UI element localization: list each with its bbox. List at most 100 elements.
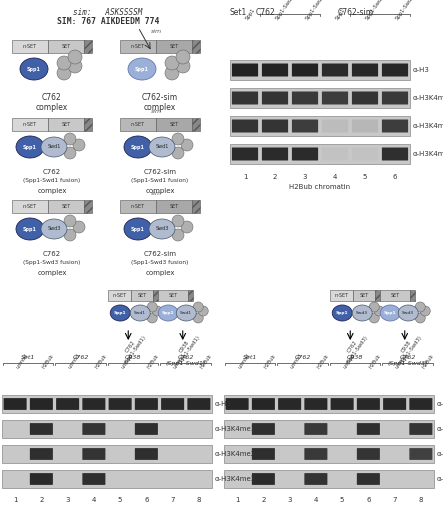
FancyBboxPatch shape (322, 120, 348, 132)
Text: α-H3K4me1: α-H3K4me1 (437, 426, 443, 432)
Text: H2Bub: H2Bub (316, 354, 330, 370)
Bar (224, 395, 434, 413)
FancyBboxPatch shape (30, 423, 53, 435)
Text: Spp1: Spp1 (114, 311, 127, 315)
Text: 5: 5 (363, 174, 367, 180)
FancyBboxPatch shape (409, 398, 432, 410)
Bar (153, 290, 158, 301)
FancyBboxPatch shape (357, 423, 380, 435)
Text: unmod: unmod (395, 353, 408, 370)
Text: C762
(Spp1-Swd1): C762 (Spp1-Swd1) (118, 331, 147, 365)
Circle shape (172, 133, 184, 145)
Text: H2Bub: H2Bub (146, 354, 160, 370)
Text: (Spp1-Swd1 fusion): (Spp1-Swd1 fusion) (23, 178, 81, 183)
Text: Spp1-Swd3: Spp1-Swd3 (395, 0, 416, 21)
Text: Swd3: Swd3 (356, 311, 368, 315)
FancyBboxPatch shape (82, 473, 105, 485)
Text: C938: C938 (125, 355, 141, 360)
Text: C938
(Spp1-Swd3): C938 (Spp1-Swd3) (395, 331, 424, 365)
Text: H2Bub chromatin: H2Bub chromatin (289, 184, 350, 190)
FancyBboxPatch shape (304, 448, 327, 460)
FancyBboxPatch shape (30, 448, 53, 460)
Text: C762: C762 (43, 251, 61, 257)
Bar (84, 200, 92, 213)
Text: α-H3: α-H3 (215, 401, 232, 407)
Bar (120, 118, 156, 131)
FancyBboxPatch shape (409, 448, 432, 460)
Bar (230, 116, 410, 136)
FancyBboxPatch shape (135, 398, 158, 410)
Text: α-H3K4me3: α-H3K4me3 (215, 476, 256, 482)
Text: C762-sim: C762-sim (144, 169, 176, 175)
FancyBboxPatch shape (262, 63, 288, 77)
Text: unmod: unmod (15, 353, 29, 370)
Text: Swd1: Swd1 (155, 145, 169, 150)
Circle shape (68, 59, 82, 73)
Text: C762-sim: C762-sim (338, 8, 374, 17)
FancyBboxPatch shape (382, 91, 408, 105)
Text: SIM: 767 AIKDEEDM 774: SIM: 767 AIKDEEDM 774 (57, 17, 159, 26)
FancyBboxPatch shape (30, 473, 53, 485)
FancyBboxPatch shape (352, 120, 378, 132)
Bar (12, 118, 48, 131)
FancyBboxPatch shape (382, 63, 408, 77)
Circle shape (176, 50, 190, 64)
Text: Swd1: Swd1 (180, 311, 192, 315)
Ellipse shape (398, 305, 418, 321)
FancyBboxPatch shape (252, 398, 275, 410)
Text: complex: complex (37, 188, 67, 194)
Text: SET: SET (359, 293, 369, 298)
Circle shape (369, 313, 379, 323)
Text: C762: C762 (256, 8, 276, 17)
FancyBboxPatch shape (262, 148, 288, 160)
Text: Spp1: Spp1 (162, 311, 175, 315)
Ellipse shape (158, 305, 178, 321)
Text: n-SET: n-SET (131, 122, 145, 127)
Text: C762: C762 (43, 169, 61, 175)
Ellipse shape (149, 137, 175, 157)
Circle shape (181, 221, 193, 233)
Text: n-SET: n-SET (23, 122, 37, 127)
Circle shape (165, 56, 179, 70)
Text: Spp1: Spp1 (335, 7, 347, 21)
Bar (158, 290, 188, 301)
Text: C938: C938 (347, 355, 363, 360)
FancyBboxPatch shape (161, 398, 184, 410)
FancyBboxPatch shape (232, 148, 258, 160)
Text: 6: 6 (393, 174, 397, 180)
Text: Spp1: Spp1 (135, 66, 149, 72)
Text: 5: 5 (118, 497, 122, 503)
Text: SET: SET (169, 122, 179, 127)
Bar (2, 470, 212, 488)
FancyBboxPatch shape (304, 423, 327, 435)
Bar (230, 144, 410, 164)
Text: n-SET: n-SET (131, 204, 145, 209)
Text: H2Bub: H2Bub (199, 354, 213, 370)
Text: C762
(Spp1-Swd3): C762 (Spp1-Swd3) (341, 331, 369, 365)
Bar (120, 40, 156, 53)
Bar (380, 290, 410, 301)
Circle shape (68, 50, 82, 64)
Text: 7: 7 (392, 497, 397, 503)
Text: 8: 8 (197, 497, 201, 503)
Circle shape (415, 313, 425, 323)
Text: SET: SET (137, 293, 147, 298)
Text: 2: 2 (273, 174, 277, 180)
Circle shape (57, 66, 71, 80)
Bar (410, 290, 415, 301)
Text: Set1: Set1 (243, 355, 257, 360)
Text: 1: 1 (235, 497, 239, 503)
Bar (156, 40, 192, 53)
Circle shape (73, 139, 85, 151)
Ellipse shape (16, 218, 44, 240)
Ellipse shape (20, 58, 48, 80)
Text: n-SET: n-SET (131, 44, 145, 49)
Text: sim: sim (151, 109, 162, 114)
FancyBboxPatch shape (292, 91, 318, 105)
Text: unmod: unmod (68, 353, 82, 370)
Text: 3: 3 (288, 497, 292, 503)
Text: 3: 3 (66, 497, 70, 503)
Text: 4: 4 (314, 497, 318, 503)
Text: unmod: unmod (342, 353, 356, 370)
Text: SET: SET (62, 44, 70, 49)
